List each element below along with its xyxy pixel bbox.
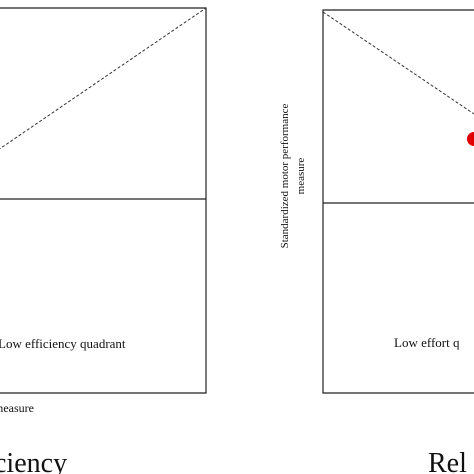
left-panel-frame (0, 7, 207, 394)
left-panel-dashed-diagonal (0, 7, 207, 150)
right-quadrant-label: Low effort q (394, 335, 460, 350)
right-panel-data-point (467, 132, 474, 146)
left-panel-title: ciency (0, 448, 67, 474)
right-panel-dashed-diagonal (322, 11, 474, 115)
right-y-axis-label-line1: Standardized motor performance (279, 104, 291, 249)
right-y-axis-label-line2: measure (295, 158, 307, 195)
left-quadrant-label: Low efficiency quadrant (0, 336, 126, 351)
right-quadrant-panel: Standardized motor performance measure L… (279, 9, 474, 474)
left-x-axis-label: measure (0, 401, 34, 415)
right-panel-title: Rel (428, 448, 467, 474)
right-panel-frame (322, 9, 474, 394)
left-quadrant-panel: Low efficiency quadrant measure ciency (0, 7, 207, 474)
